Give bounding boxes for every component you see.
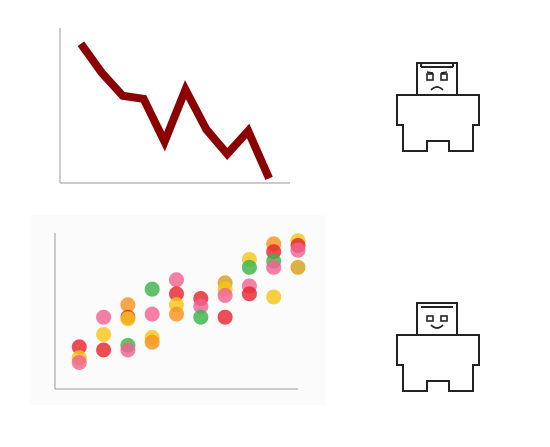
scatter-chart-svg xyxy=(54,233,306,390)
scatter-point xyxy=(120,311,136,327)
robot-happy-svg xyxy=(396,302,480,392)
scatter-point xyxy=(193,298,209,314)
scatter-point xyxy=(96,342,112,358)
robot-eyebrows xyxy=(426,71,448,74)
scatter-point xyxy=(241,259,257,275)
scatter-point xyxy=(144,281,160,297)
robot-body xyxy=(396,334,480,392)
scatter-point xyxy=(266,259,282,275)
line-chart xyxy=(40,20,310,200)
scatter-point xyxy=(217,309,233,325)
scatter-point xyxy=(193,309,209,325)
scatter-point xyxy=(290,242,306,258)
robot-head xyxy=(416,62,458,96)
robot-frown xyxy=(430,86,444,91)
scatter-point xyxy=(144,334,160,350)
scatter-point xyxy=(169,286,184,302)
robot-sad-svg xyxy=(396,62,480,152)
scatter-chart xyxy=(30,215,325,405)
line-chart-svg xyxy=(59,28,290,184)
scatter-point xyxy=(96,326,112,342)
robot-head xyxy=(416,302,458,336)
scatter-point xyxy=(169,272,184,288)
series-line-0 xyxy=(77,41,273,181)
scatter-point xyxy=(96,309,112,325)
robot-happy-icon xyxy=(383,295,493,405)
scatter-point xyxy=(169,306,184,322)
scatter-point xyxy=(266,289,282,305)
robot-smile xyxy=(430,324,444,329)
robot-arm-lines xyxy=(402,125,474,137)
scatter-point xyxy=(71,339,87,355)
scatter-point xyxy=(120,297,136,313)
robot-arm-lines xyxy=(402,365,474,377)
robot-right-eye xyxy=(440,73,448,81)
scatter-point xyxy=(241,286,257,302)
robot-left-eye xyxy=(426,73,434,81)
scatter-point xyxy=(217,287,233,303)
scatter-point xyxy=(290,259,306,275)
robot-body xyxy=(396,94,480,152)
scatter-point xyxy=(144,306,160,322)
scatter-point xyxy=(71,354,87,370)
scatter-point xyxy=(120,342,136,358)
robot-sad-icon xyxy=(383,55,493,165)
robot-left-eye xyxy=(426,315,434,322)
robot-right-eye xyxy=(440,315,448,322)
